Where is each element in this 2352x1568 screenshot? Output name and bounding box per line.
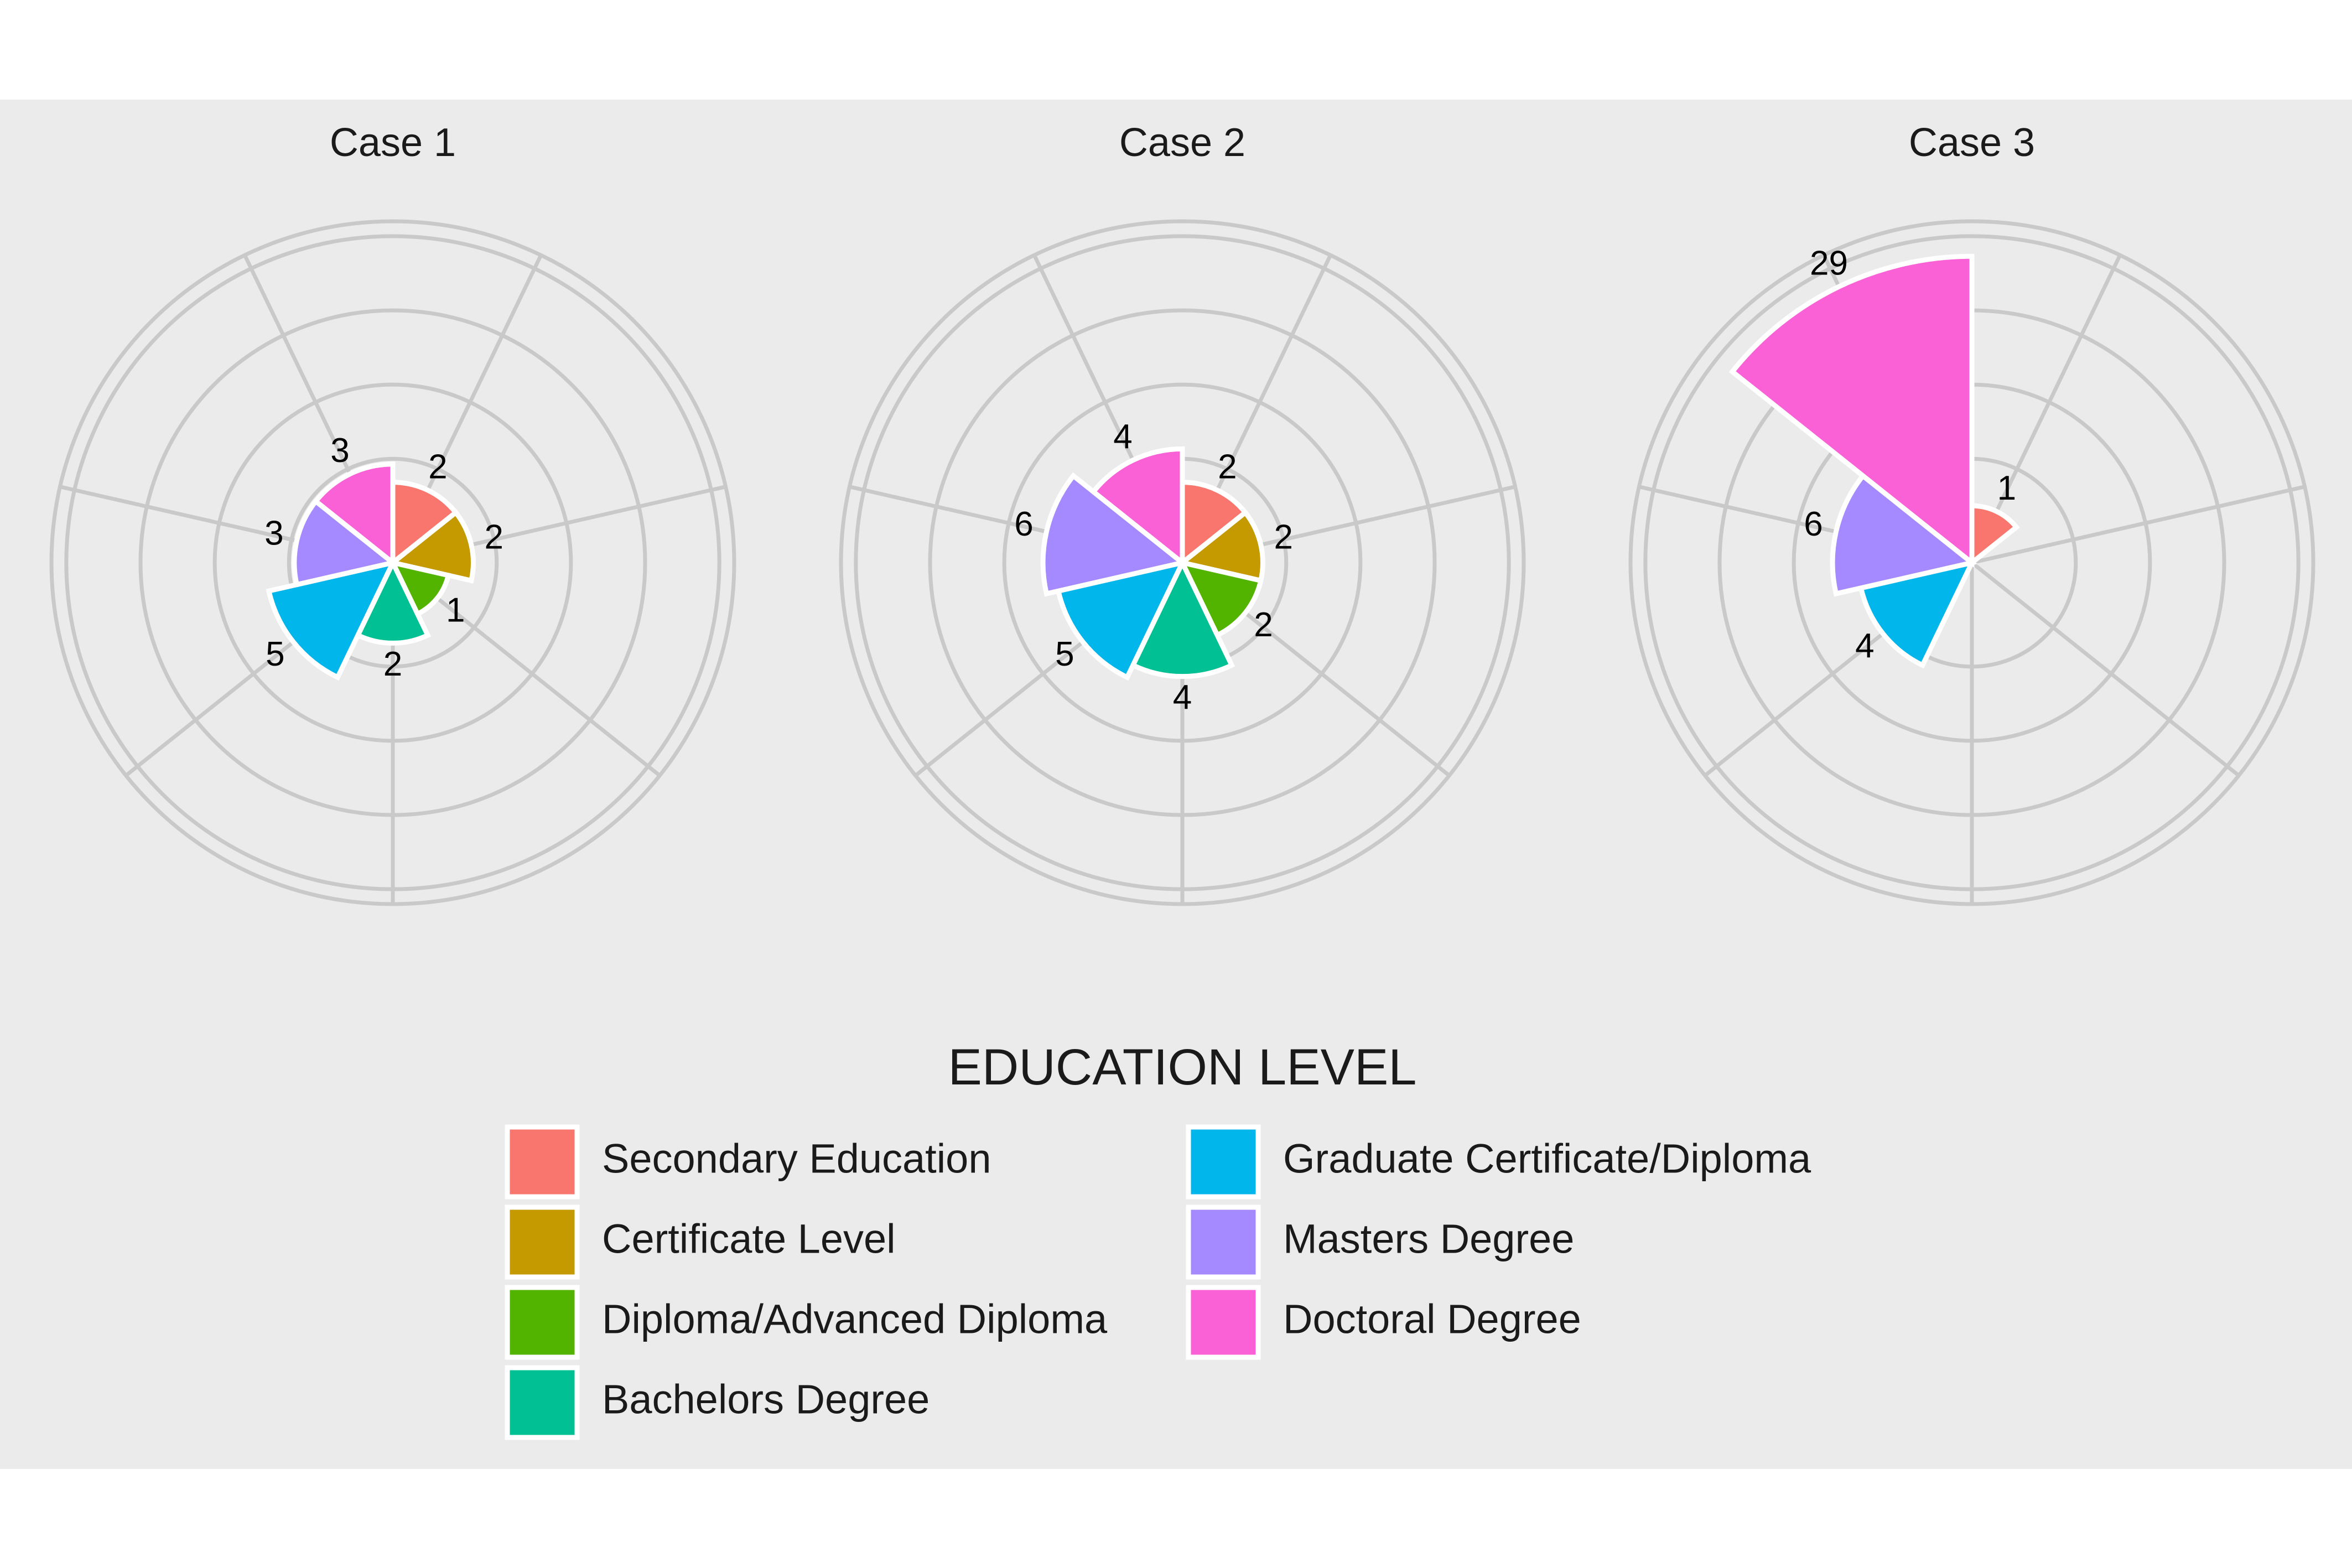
value-label-secondary-education: 1 — [1997, 469, 2016, 507]
bar-graduate-certificate-diploma — [1858, 559, 1977, 669]
legend-item-graduate-certificate-diploma: Graduate Certificate/Diploma — [1186, 1124, 1811, 1200]
value-label-graduate-certificate-diploma: 5 — [1055, 635, 1074, 673]
bars-case-3 — [1728, 253, 2020, 669]
value-label-doctoral-degree: 29 — [1810, 245, 1848, 283]
value-label-diploma-advanced-diploma: 1 — [446, 591, 465, 630]
panel-background — [0, 100, 2352, 1469]
legend-item-bachelors-degree: Bachelors Degree — [505, 1365, 930, 1440]
value-label-bachelors-degree: 4 — [1173, 678, 1192, 716]
bar-graduate-certificate-diploma — [1055, 559, 1187, 681]
facet-case-3: Case 3 1 4 6 29 — [1628, 121, 2315, 906]
legend-item-secondary-education: Secondary Education — [505, 1124, 991, 1200]
legend-label-secondary-education: Secondary Education — [602, 1136, 991, 1182]
bar-diploma-advanced-diploma — [1177, 559, 1264, 639]
legend-item-diploma-advanced-diploma: Diploma/Advanced Diploma — [505, 1285, 1108, 1360]
legend-label-doctoral-degree: Doctoral Degree — [1283, 1296, 1581, 1342]
facet-title-case-2: Case 2 — [1119, 121, 1245, 165]
bar-graduate-certificate-diploma — [266, 559, 398, 681]
bar-bachelors-degree — [354, 557, 432, 646]
value-label-certificate-level: 2 — [484, 518, 503, 557]
legend-item-doctoral-degree: Doctoral Degree — [1186, 1285, 1581, 1360]
value-label-graduate-certificate-diploma: 4 — [1855, 627, 1874, 665]
bar-certificate-level — [1176, 509, 1265, 584]
bar-doctoral-degree — [312, 461, 396, 568]
legend-label-diploma-advanced-diploma: Diploma/Advanced Diploma — [602, 1296, 1108, 1342]
bar-bachelors-degree — [1129, 557, 1235, 679]
value-label-graduate-certificate-diploma: 5 — [266, 635, 284, 673]
value-label-bachelors-degree: 2 — [383, 645, 402, 683]
grid-spoke — [1970, 561, 2240, 777]
value-label-diploma-advanced-diploma: 2 — [1254, 606, 1273, 644]
legend: EDUCATION LEVEL Secondary Education Certi… — [505, 1039, 1811, 1440]
bars-case-2 — [1040, 446, 1265, 681]
bar-masters-degree — [1830, 472, 1978, 597]
legend-item-masters-degree: Masters Degree — [1186, 1204, 1574, 1280]
grid-spoke — [1971, 485, 2306, 565]
value-label-masters-degree: 6 — [1014, 505, 1033, 543]
bar-masters-degree — [292, 497, 399, 588]
value-label-masters-degree: 6 — [1804, 505, 1823, 543]
legend-key-diploma-advanced-diploma — [505, 1285, 580, 1360]
value-label-masters-degree: 3 — [264, 514, 283, 552]
value-label-secondary-education: 2 — [428, 448, 447, 486]
legend-key-graduate-certificate-diploma — [1186, 1124, 1261, 1200]
bar-secondary-education — [390, 480, 460, 568]
legend-label-masters-degree: Masters Degree — [1283, 1216, 1574, 1262]
legend-items: Secondary Education Certificate Level Dipl… — [505, 1124, 1811, 1440]
legend-key-doctoral-degree — [1186, 1285, 1261, 1360]
value-label-doctoral-degree: 3 — [330, 432, 349, 470]
legend-key-bachelors-degree — [505, 1365, 580, 1440]
legend-title: EDUCATION LEVEL — [948, 1039, 1417, 1095]
value-label-doctoral-degree: 4 — [1113, 418, 1132, 456]
facet-title-case-1: Case 1 — [330, 121, 456, 165]
facet-title-case-3: Case 3 — [1909, 121, 2035, 165]
bar-secondary-education — [1180, 480, 1249, 568]
bar-masters-degree — [1040, 472, 1188, 597]
legend-key-secondary-education — [505, 1124, 580, 1200]
legend-label-graduate-certificate-diploma: Graduate Certificate/Diploma — [1283, 1136, 1811, 1182]
legend-label-bachelors-degree: Bachelors Degree — [602, 1377, 930, 1422]
polar-grid-case-2 — [839, 219, 1526, 906]
bar-doctoral-degree — [1728, 253, 1975, 568]
bar-doctoral-degree — [1089, 446, 1185, 568]
legend-label-certificate-level: Certificate Level — [602, 1216, 896, 1262]
legend-key-masters-degree — [1186, 1204, 1261, 1280]
value-label-secondary-education: 2 — [1218, 448, 1237, 486]
legend-item-certificate-level: Certificate Level — [505, 1204, 896, 1280]
bars-case-1 — [266, 461, 476, 681]
bar-certificate-level — [387, 509, 476, 584]
value-labels-case-3: 1 4 6 29 — [1804, 245, 2016, 665]
legend-key-certificate-level — [505, 1204, 580, 1280]
value-label-certificate-level: 2 — [1274, 518, 1292, 557]
